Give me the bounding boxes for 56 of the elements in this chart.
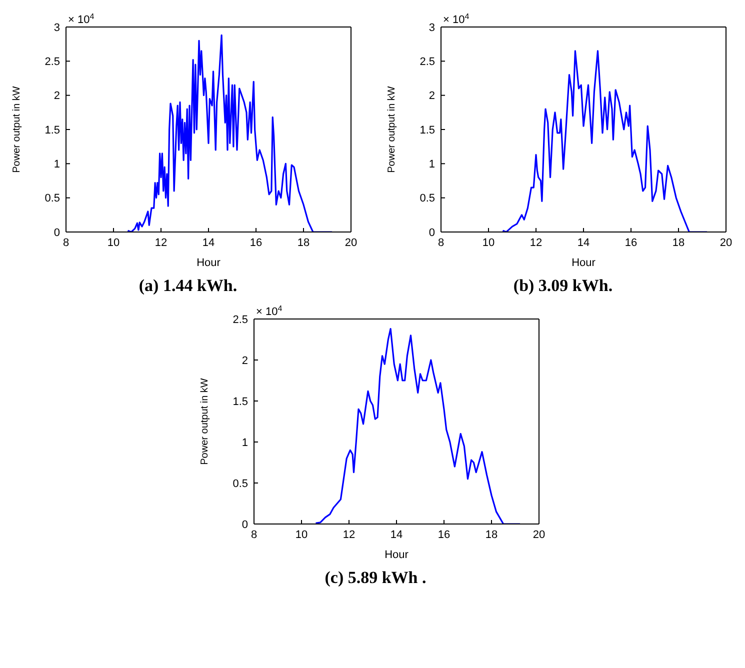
x-tick-label: 14 bbox=[390, 528, 402, 541]
y-tick-label: 2.5 bbox=[420, 56, 435, 68]
y-tick-label: 0 bbox=[54, 226, 60, 239]
x-tick-label: 12 bbox=[342, 528, 355, 541]
x-tick-label: 12 bbox=[154, 236, 168, 249]
x-tick-label: 16 bbox=[624, 236, 638, 249]
x-axis-title: Hour bbox=[572, 257, 596, 269]
y-tick-label: 1.5 bbox=[44, 124, 60, 136]
x-tick-label: 20 bbox=[532, 528, 545, 541]
y-tick-label: 0.5 bbox=[44, 192, 60, 205]
x-tick-label: 10 bbox=[294, 528, 308, 541]
y-tick-label: 1.5 bbox=[232, 396, 248, 408]
y-tick-label: 1 bbox=[54, 158, 60, 171]
y-tick-label: 2.5 bbox=[232, 314, 248, 326]
y-tick-label: 0.5 bbox=[420, 192, 435, 205]
x-tick-label: 8 bbox=[250, 528, 257, 541]
y-tick-label: 2 bbox=[428, 90, 435, 102]
x-tick-label: 8 bbox=[62, 236, 70, 249]
x-tick-label: 12 bbox=[530, 236, 542, 249]
x-tick-label: 16 bbox=[250, 236, 262, 249]
x-tick-label: 20 bbox=[344, 236, 358, 249]
y-tick-label: 2 bbox=[54, 90, 60, 102]
x-tick-label: 8 bbox=[438, 236, 444, 249]
line-series bbox=[314, 328, 520, 524]
y-tick-label: 2.5 bbox=[44, 56, 60, 68]
y-tick-label: 3 bbox=[428, 22, 435, 34]
y-tick-label: 1 bbox=[428, 158, 435, 171]
y-tick-label: 0.5 bbox=[232, 478, 248, 490]
x-tick-label: 18 bbox=[297, 236, 310, 249]
text: (a) 1.44 kWh. bbox=[138, 276, 238, 296]
y-tick-label: 3 bbox=[54, 22, 60, 34]
text: (c) 5.89 kWh . bbox=[324, 568, 428, 588]
text: (b) 3.09 kWh. bbox=[512, 276, 614, 296]
text: × 10$^{4}$ bbox=[68, 12, 95, 26]
y-tick-label: 0 bbox=[241, 518, 248, 531]
x-axis-title: Hour bbox=[196, 257, 221, 269]
y-axis-title: Power output in kW bbox=[199, 378, 210, 465]
x-axis-title: Hour bbox=[384, 549, 408, 561]
y-tick-label: 2 bbox=[241, 354, 248, 367]
x-tick-label: 10 bbox=[107, 236, 120, 249]
y-tick-label: 1 bbox=[241, 436, 248, 449]
text: × 10$^{4}$ bbox=[256, 304, 282, 318]
x-tick-label: 14 bbox=[202, 236, 215, 249]
line-series bbox=[126, 34, 333, 232]
x-tick-label: 18 bbox=[484, 528, 498, 541]
y-tick-label: 1.5 bbox=[420, 124, 435, 136]
y-axis-title: Power output in kW bbox=[386, 86, 398, 173]
x-tick-label: 14 bbox=[577, 236, 590, 249]
y-tick-label: 0 bbox=[428, 226, 435, 239]
x-tick-label: 10 bbox=[482, 236, 495, 249]
line-series bbox=[502, 50, 708, 232]
x-tick-label: 20 bbox=[720, 236, 732, 249]
x-tick-label: 16 bbox=[437, 528, 450, 541]
x-tick-label: 18 bbox=[672, 236, 685, 249]
y-axis-title: Power output in kW bbox=[12, 86, 23, 173]
text: × 10$^{4}$ bbox=[443, 12, 470, 26]
